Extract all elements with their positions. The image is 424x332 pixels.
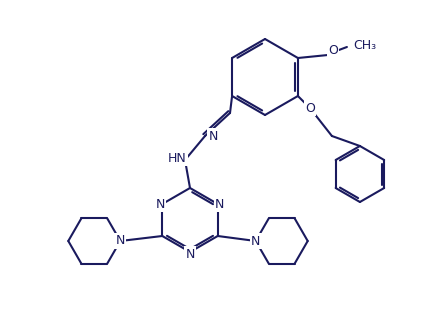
Text: N: N bbox=[156, 198, 165, 210]
Text: CH₃: CH₃ bbox=[353, 39, 376, 51]
Text: N: N bbox=[185, 247, 195, 261]
Text: N: N bbox=[116, 234, 125, 247]
Text: N: N bbox=[251, 234, 260, 247]
Text: N: N bbox=[251, 234, 260, 247]
Text: N: N bbox=[116, 234, 125, 247]
Text: HN: HN bbox=[167, 151, 187, 164]
Text: N: N bbox=[215, 198, 224, 210]
Text: N: N bbox=[208, 129, 218, 142]
Text: O: O bbox=[328, 43, 338, 56]
Text: O: O bbox=[305, 102, 315, 115]
